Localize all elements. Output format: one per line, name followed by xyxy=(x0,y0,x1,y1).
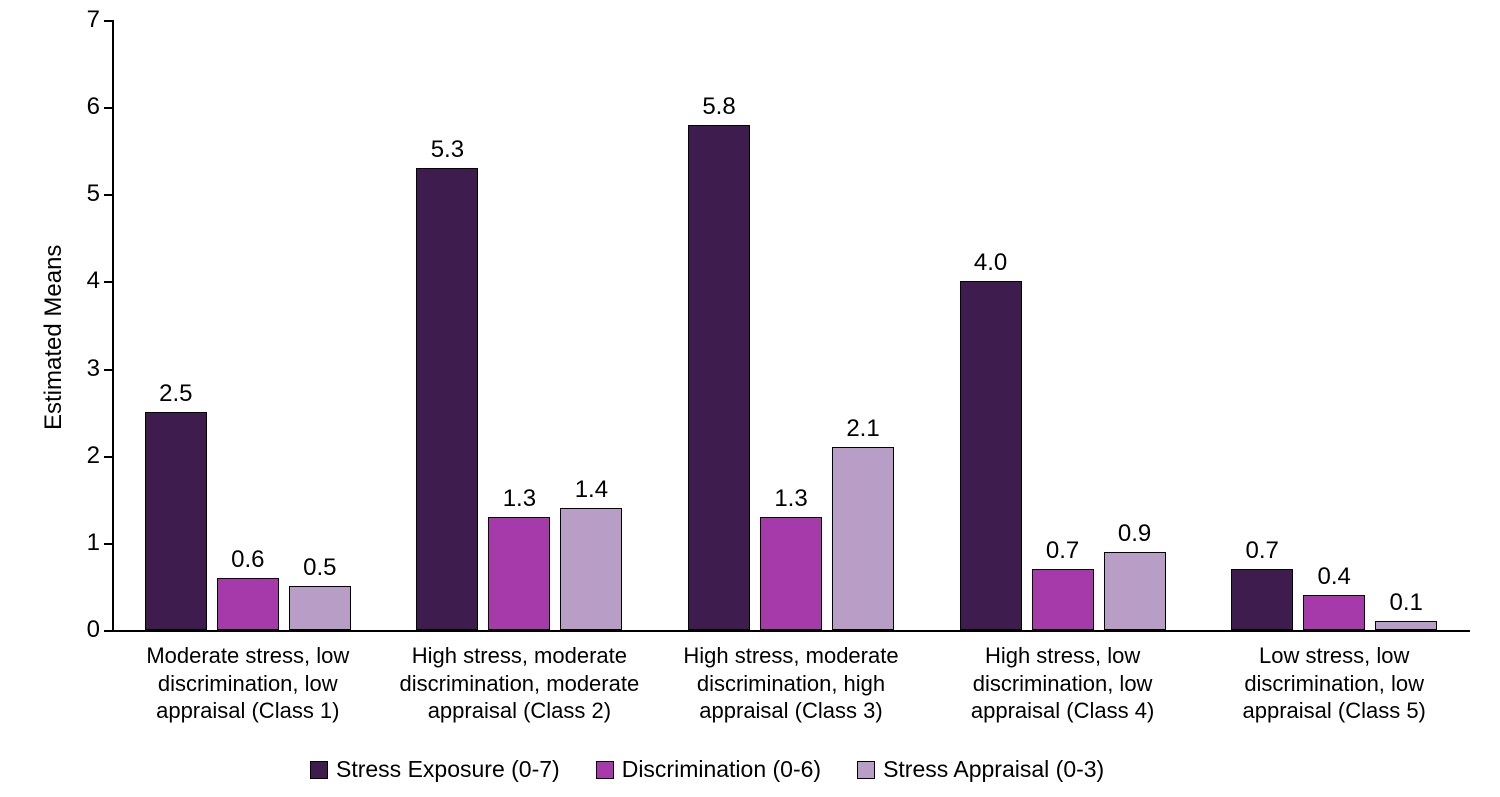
bar xyxy=(760,517,822,630)
bar xyxy=(289,586,351,630)
y-tick xyxy=(104,107,112,109)
x-category-label: High stress, lowdiscrimination, lowappra… xyxy=(933,642,1193,725)
y-tick-label: 3 xyxy=(60,355,100,383)
y-tick-label: 2 xyxy=(60,442,100,470)
y-tick xyxy=(104,456,112,458)
legend-swatch xyxy=(596,761,614,779)
legend-label: Discrimination (0-6) xyxy=(622,756,821,783)
bar xyxy=(488,517,550,630)
bar-value-label: 2.1 xyxy=(833,415,893,443)
y-tick-label: 6 xyxy=(60,93,100,121)
legend-swatch xyxy=(310,761,328,779)
legend-item: Stress Appraisal (0-3) xyxy=(857,756,1104,783)
x-axis xyxy=(112,630,1470,632)
bar xyxy=(217,578,279,630)
y-tick-label: 7 xyxy=(60,6,100,34)
y-tick xyxy=(104,194,112,196)
bar-value-label: 5.8 xyxy=(689,93,749,121)
legend: Stress Exposure (0-7) Discrimination (0-6… xyxy=(310,756,1104,783)
y-tick-label: 0 xyxy=(60,616,100,644)
x-category-label: High stress, moderatediscrimination, hig… xyxy=(661,642,921,725)
legend-item: Discrimination (0-6) xyxy=(596,756,821,783)
y-tick xyxy=(104,543,112,545)
legend-swatch xyxy=(857,761,875,779)
bar xyxy=(416,168,478,630)
y-tick-label: 5 xyxy=(60,180,100,208)
bar xyxy=(960,281,1022,630)
bar-value-label: 4.0 xyxy=(961,249,1021,277)
bar-value-label: 1.3 xyxy=(489,485,549,513)
bar xyxy=(1303,595,1365,630)
x-category-label: Moderate stress, lowdiscrimination, lowa… xyxy=(118,642,378,725)
bar xyxy=(1104,552,1166,630)
bar-value-label: 1.4 xyxy=(561,476,621,504)
y-tick xyxy=(104,369,112,371)
bar xyxy=(1231,569,1293,630)
bar-value-label: 0.9 xyxy=(1105,520,1165,548)
y-tick xyxy=(104,630,112,632)
bar-value-label: 0.1 xyxy=(1376,589,1436,617)
y-tick-label: 1 xyxy=(60,529,100,557)
chart-container: Estimated Means Stress Exposure (0-7)Dis… xyxy=(0,0,1500,797)
bar-value-label: 0.4 xyxy=(1304,563,1364,591)
x-category-label: Low stress, lowdiscrimination, lowapprai… xyxy=(1204,642,1464,725)
bar xyxy=(832,447,894,630)
y-tick xyxy=(104,20,112,22)
bar-value-label: 1.3 xyxy=(761,485,821,513)
legend-label: Stress Exposure (0-7) xyxy=(336,756,560,783)
y-axis xyxy=(112,20,114,630)
bar-value-label: 0.7 xyxy=(1232,537,1292,565)
legend-label: Stress Appraisal (0-3) xyxy=(883,756,1104,783)
bar xyxy=(688,125,750,630)
bar xyxy=(145,412,207,630)
bar-value-label: 0.7 xyxy=(1033,537,1093,565)
bar-value-label: 2.5 xyxy=(146,380,206,408)
legend-item: Stress Exposure (0-7) xyxy=(310,756,560,783)
bar-value-label: 0.5 xyxy=(290,554,350,582)
bar-value-label: 0.6 xyxy=(218,546,278,574)
bar xyxy=(1375,621,1437,630)
bar-value-label: 5.3 xyxy=(417,136,477,164)
y-tick-label: 4 xyxy=(60,267,100,295)
y-tick xyxy=(104,281,112,283)
bar xyxy=(1032,569,1094,630)
x-category-label: High stress, moderatediscrimination, mod… xyxy=(390,642,650,725)
bar xyxy=(560,508,622,630)
